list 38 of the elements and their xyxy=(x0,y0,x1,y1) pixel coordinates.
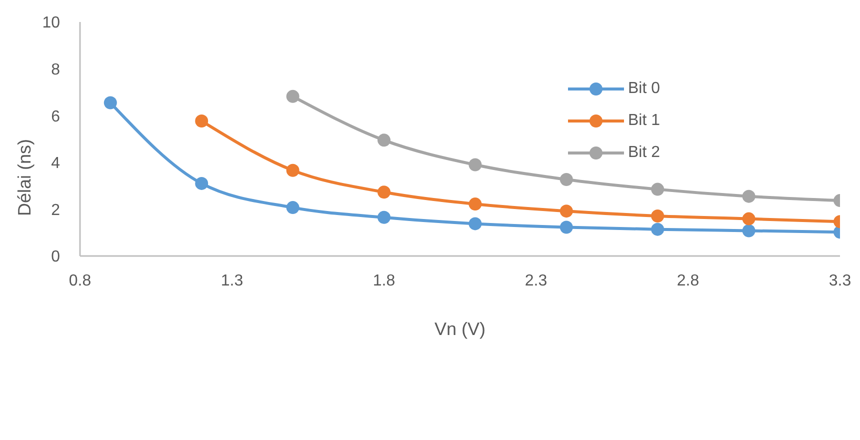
legend-label: Bit 1 xyxy=(628,112,660,130)
point xyxy=(286,164,300,177)
point xyxy=(104,96,117,110)
x-tick-label: 3.3 xyxy=(828,272,852,290)
point xyxy=(742,190,756,203)
point xyxy=(378,210,390,224)
point xyxy=(195,114,208,128)
point xyxy=(468,198,482,211)
x-tick-label: 1.8 xyxy=(372,272,396,290)
x-tick-label: 1.3 xyxy=(220,272,244,290)
y-tick-label: 0 xyxy=(51,248,60,266)
x-tick-label: 2.8 xyxy=(676,272,700,290)
legend-label: Bit 2 xyxy=(628,144,660,162)
point xyxy=(742,224,756,238)
x-tick-label: 0.8 xyxy=(68,272,92,290)
y-tick-label: 8 xyxy=(51,61,60,78)
y-axis-title: Délai (ns) xyxy=(14,139,34,216)
point xyxy=(195,176,208,190)
point xyxy=(651,222,664,236)
x-tick-label: 2.3 xyxy=(524,272,548,290)
point xyxy=(560,204,573,218)
point xyxy=(742,212,756,226)
y-tick-label: 6 xyxy=(51,108,60,126)
point xyxy=(378,186,390,199)
y-tick-label: 10 xyxy=(42,14,60,32)
x-axis-title: Vn (V) xyxy=(434,318,486,339)
point xyxy=(468,158,482,172)
legend-label: Bit 0 xyxy=(628,80,660,98)
y-tick-label: 2 xyxy=(51,202,60,219)
y-tick-label: 4 xyxy=(51,155,60,172)
point xyxy=(468,217,482,230)
point xyxy=(286,90,300,103)
point xyxy=(286,201,300,214)
point xyxy=(560,172,573,186)
point xyxy=(651,209,664,222)
point xyxy=(560,220,573,234)
point xyxy=(651,182,664,196)
point xyxy=(378,134,390,147)
